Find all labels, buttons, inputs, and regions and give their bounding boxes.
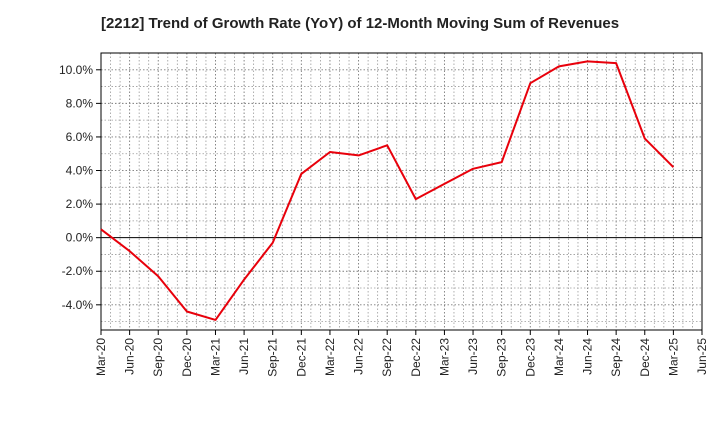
x-tick-label: Jun-23 <box>466 338 480 375</box>
x-tick-label: Sep-23 <box>495 338 509 377</box>
y-tick-label: 0.0% <box>66 231 94 245</box>
x-tick-label: Dec-21 <box>294 338 308 377</box>
x-tick-label: Dec-22 <box>409 338 423 377</box>
x-tick-label: Sep-21 <box>266 338 280 377</box>
x-tick-label: Sep-20 <box>151 338 165 377</box>
x-tick-label: Sep-22 <box>380 338 394 377</box>
x-tick-label: Jun-25 <box>695 338 709 375</box>
x-tick-label: Mar-21 <box>208 338 222 376</box>
x-tick-label: Mar-23 <box>437 338 451 376</box>
y-tick-label: 6.0% <box>66 130 94 144</box>
x-tick-label: Jun-24 <box>581 338 595 375</box>
x-tick-label: Jun-20 <box>123 338 137 375</box>
x-tick-label: Dec-20 <box>180 338 194 377</box>
x-tick-label: Mar-24 <box>552 338 566 376</box>
x-tick-label: Mar-20 <box>94 338 108 376</box>
x-tick-label: Mar-22 <box>323 338 337 376</box>
x-tick-label: Jun-22 <box>352 338 366 375</box>
x-tick-label: Mar-25 <box>666 338 680 376</box>
y-tick-label: 4.0% <box>66 164 94 178</box>
y-tick-label: 8.0% <box>66 96 94 110</box>
plot-background <box>101 53 702 330</box>
x-tick-label: Jun-21 <box>237 338 251 375</box>
x-tick-label: Sep-24 <box>609 338 623 377</box>
y-tick-label: 2.0% <box>66 197 94 211</box>
x-tick-label: Dec-23 <box>523 338 537 377</box>
y-tick-label: -2.0% <box>62 264 94 278</box>
plot-frame <box>100 52 703 331</box>
y-tick-label: 10.0% <box>59 63 93 77</box>
chart-title: [2212] Trend of Growth Rate (YoY) of 12-… <box>100 15 620 32</box>
y-tick-label: -4.0% <box>62 298 94 312</box>
x-tick-label: Dec-24 <box>638 338 652 377</box>
